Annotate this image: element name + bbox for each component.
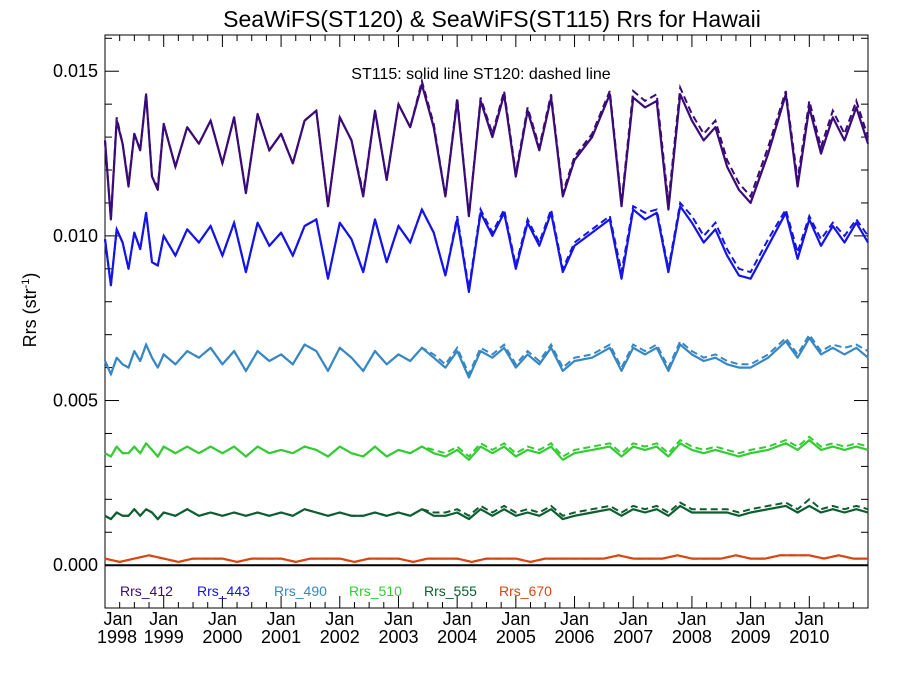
x-tick-month-7: Jan: [501, 609, 530, 629]
x-tick-year-7: 2005: [496, 627, 536, 647]
series-line-dashed-rrs-670: [104, 554, 868, 563]
x-tick-month-12: Jan: [795, 609, 824, 629]
x-tick-year-2: 2000: [202, 627, 242, 647]
y-axis-label: Rrs (str-1): [20, 273, 40, 348]
x-tick-year-9: 2007: [613, 627, 653, 647]
series-line-solid-rrs-555: [104, 504, 869, 521]
legend-item-rrs-412: Rrs_412: [120, 583, 173, 599]
y-tick-label-3: 0.015: [53, 61, 98, 81]
y-tick-label-2: 0.010: [53, 226, 98, 246]
series-line-dashed-rrs-490: [104, 332, 869, 377]
x-tick-month-6: Jan: [443, 609, 472, 629]
y-tick-label-0: 0.000: [53, 555, 98, 575]
x-tick-month-3: Jan: [267, 609, 296, 629]
x-tick-year-10: 2008: [672, 627, 712, 647]
x-tick-month-8: Jan: [560, 609, 589, 629]
x-tick-year-11: 2009: [731, 627, 771, 647]
series-line-dashed-rrs-510: [104, 435, 869, 459]
x-tick-year-3: 2001: [261, 627, 301, 647]
x-tick-year-8: 2006: [555, 627, 595, 647]
y-axis-label-close: ): [20, 273, 40, 279]
y-axis-label-superscript: -1: [20, 279, 32, 289]
legend-item-rrs-443: Rrs_443: [197, 583, 250, 599]
x-tick-month-2: Jan: [208, 609, 237, 629]
series-line-dashed-rrs-412: [104, 77, 869, 220]
series-line-solid-rrs-490: [103, 336, 869, 379]
x-tick-year-0: 1998: [97, 627, 137, 647]
x-tick-month-0: Jan: [103, 609, 132, 629]
series-line-solid-rrs-510: [104, 439, 869, 461]
x-tick-year-1: 1999: [144, 627, 184, 647]
y-axis-label-text: Rrs (str: [20, 288, 40, 347]
x-tick-month-5: Jan: [384, 609, 413, 629]
x-tick-year-5: 2003: [378, 627, 418, 647]
x-tick-month-9: Jan: [619, 609, 648, 629]
series-layer: [103, 77, 870, 564]
legend-item-rrs-670: Rrs_670: [499, 583, 552, 599]
x-tick-year-12: 2010: [789, 627, 829, 647]
legend-item-rrs-490: Rrs_490: [274, 583, 327, 599]
series-line-dashed-rrs-443: [104, 200, 869, 289]
x-tick-year-6: 2004: [437, 627, 477, 647]
y-tick-label-1: 0.005: [53, 391, 98, 411]
x-tick-month-4: Jan: [325, 609, 354, 629]
legend-item-rrs-510: Rrs_510: [349, 583, 402, 599]
legend-item-rrs-555: Rrs_555: [424, 583, 477, 599]
line-style-annotation: ST115: solid line ST120: dashed line: [351, 66, 611, 83]
chart-title: SeaWiFS(ST120) & SeaWiFS(ST115) Rrs for …: [223, 6, 761, 32]
legend: Rrs_412 Rrs_443 Rrs_490 Rrs_510 Rrs_555 Rrs_6…: [120, 583, 552, 599]
y-axis: 0.000 0.005 0.010 0.015: [53, 37, 868, 575]
x-axis: Jan1998Jan1999Jan2000Jan2001Jan2002Jan20…: [97, 35, 854, 647]
x-tick-month-1: Jan: [149, 609, 178, 629]
x-tick-month-11: Jan: [736, 609, 765, 629]
series-line-dashed-rrs-555: [104, 497, 869, 521]
x-tick-year-4: 2002: [320, 627, 360, 647]
x-tick-month-10: Jan: [677, 609, 706, 629]
